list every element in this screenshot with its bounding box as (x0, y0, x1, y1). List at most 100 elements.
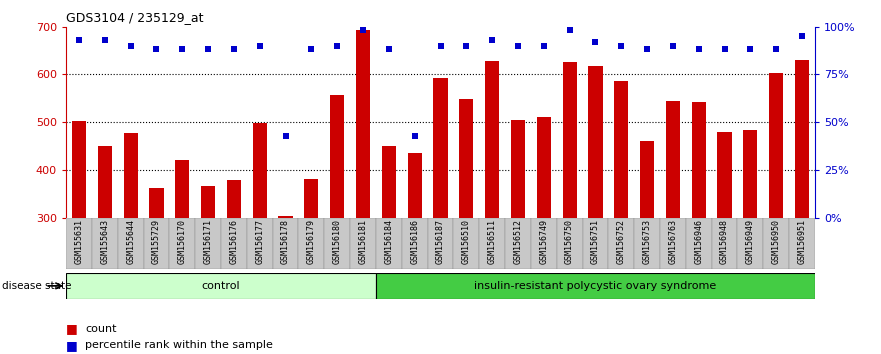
Bar (712, 218, 737, 269)
Bar (660, 218, 685, 269)
Point (459, 43, 473, 48)
Point (692, 47, 706, 52)
Bar (376, 218, 402, 269)
Bar (685, 218, 712, 269)
Text: ■: ■ (66, 339, 78, 352)
Text: GSM156171: GSM156171 (204, 219, 212, 264)
Text: GSM155643: GSM155643 (100, 219, 109, 264)
Point (769, 47, 783, 52)
Bar (278, 216, 292, 218)
Point (278, 133, 292, 138)
Text: GSM155631: GSM155631 (75, 219, 84, 264)
Text: GSM156170: GSM156170 (178, 219, 187, 264)
Bar (511, 120, 525, 218)
Point (485, 37, 500, 43)
Bar (763, 218, 789, 269)
Point (795, 33, 809, 39)
Bar (666, 101, 680, 218)
Point (98, 37, 112, 43)
Bar (150, 188, 164, 218)
Text: GSM156179: GSM156179 (307, 219, 316, 264)
Bar (226, 181, 241, 218)
Point (150, 47, 164, 52)
Point (614, 43, 628, 48)
Point (433, 43, 448, 48)
Text: disease state: disease state (2, 281, 71, 291)
Bar (118, 218, 144, 269)
Bar (330, 95, 344, 218)
Bar (640, 141, 655, 218)
Point (201, 47, 215, 52)
Text: GSM156176: GSM156176 (229, 219, 239, 264)
Point (227, 47, 241, 52)
Point (744, 47, 758, 52)
Bar (169, 218, 196, 269)
Point (330, 43, 344, 48)
Bar (737, 218, 763, 269)
Bar (692, 102, 706, 218)
Bar (744, 130, 758, 218)
Point (666, 43, 680, 48)
Point (381, 47, 396, 52)
Point (304, 47, 318, 52)
Point (72, 37, 86, 43)
Bar (537, 118, 551, 218)
Text: GSM156749: GSM156749 (539, 219, 548, 264)
Bar (531, 218, 557, 269)
Bar (769, 73, 783, 218)
Bar (72, 121, 86, 218)
Text: GSM156753: GSM156753 (642, 219, 652, 264)
Text: GSM156949: GSM156949 (746, 219, 755, 264)
Bar (66, 273, 376, 299)
Text: insulin-resistant polycystic ovary syndrome: insulin-resistant polycystic ovary syndr… (474, 281, 716, 291)
Bar (350, 218, 376, 269)
Point (408, 133, 422, 138)
Bar (582, 218, 609, 269)
Text: GSM156750: GSM156750 (565, 219, 574, 264)
Text: GSM156178: GSM156178 (281, 219, 290, 264)
Text: GSM156751: GSM156751 (591, 219, 600, 264)
Bar (479, 218, 505, 269)
Bar (272, 218, 299, 269)
Bar (717, 132, 731, 218)
Text: GSM156510: GSM156510 (462, 219, 470, 264)
Text: GDS3104 / 235129_at: GDS3104 / 235129_at (66, 11, 204, 24)
Point (123, 43, 137, 48)
Text: GSM155729: GSM155729 (152, 219, 161, 264)
Text: GSM156752: GSM156752 (617, 219, 626, 264)
Text: control: control (202, 281, 241, 291)
Text: GSM155644: GSM155644 (126, 219, 135, 264)
Bar (614, 81, 628, 218)
Text: ■: ■ (66, 322, 78, 335)
Bar (98, 146, 112, 218)
Point (356, 28, 370, 33)
Bar (433, 78, 448, 218)
Text: GSM156951: GSM156951 (797, 219, 806, 264)
Text: GSM156186: GSM156186 (411, 219, 419, 264)
Point (253, 43, 267, 48)
Text: GSM156946: GSM156946 (694, 219, 703, 264)
Text: GSM156184: GSM156184 (384, 219, 393, 264)
Bar (562, 62, 577, 218)
Bar (247, 218, 272, 269)
Bar (485, 61, 500, 218)
Text: percentile rank within the sample: percentile rank within the sample (85, 340, 273, 350)
Point (717, 47, 731, 52)
Text: GSM156763: GSM156763 (669, 219, 677, 264)
Point (640, 47, 654, 52)
Bar (376, 273, 815, 299)
Bar (505, 218, 531, 269)
Bar (557, 218, 582, 269)
Text: count: count (85, 324, 117, 333)
Text: GSM156948: GSM156948 (720, 219, 729, 264)
Bar (196, 218, 221, 269)
Bar (427, 218, 454, 269)
Bar (356, 30, 370, 218)
Bar (253, 123, 267, 218)
Text: GSM156177: GSM156177 (255, 219, 264, 264)
Bar (402, 218, 427, 269)
Text: GSM156181: GSM156181 (359, 219, 367, 264)
Bar (609, 218, 634, 269)
Text: GSM156512: GSM156512 (514, 219, 522, 264)
Bar (66, 218, 92, 269)
